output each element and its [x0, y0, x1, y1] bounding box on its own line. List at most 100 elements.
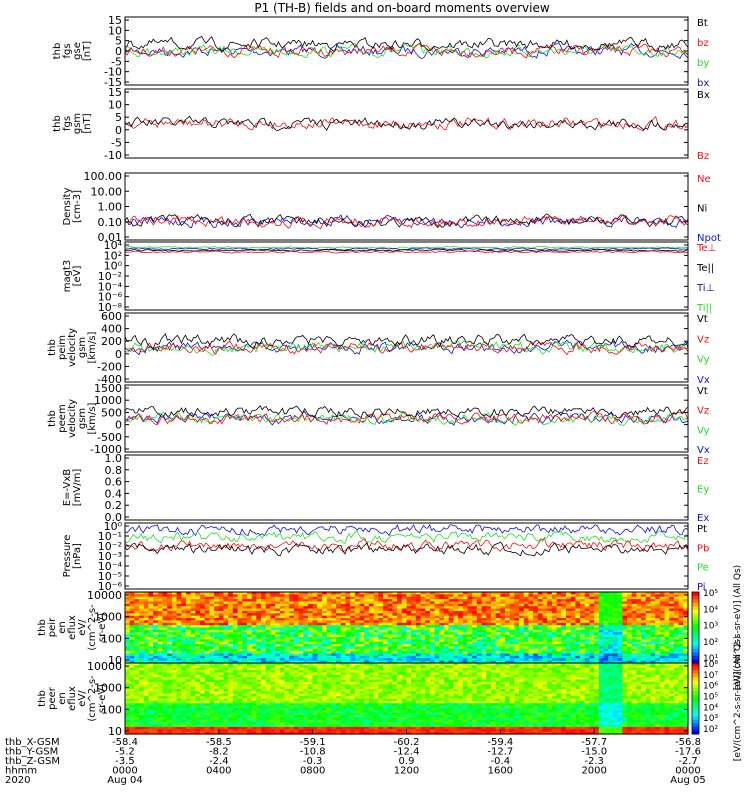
heatmap-cell — [190, 663, 196, 666]
heatmap-cell — [303, 644, 309, 648]
heatmap-cell — [195, 592, 201, 595]
heatmap-cell — [256, 660, 262, 664]
heatmap-cell — [425, 658, 431, 662]
heatmap-cell — [293, 644, 300, 648]
heatmap-cell — [401, 610, 408, 614]
heatmap-cell — [448, 594, 455, 598]
heatmap-cell — [256, 613, 262, 617]
heatmap-cell — [143, 641, 150, 645]
heatmap-cell — [218, 731, 225, 735]
heatmap-cell — [580, 625, 586, 629]
heatmap-cell — [420, 599, 426, 603]
heatmap-cell — [125, 627, 131, 631]
heatmap-cell — [157, 603, 164, 607]
heatmap-cell — [289, 672, 295, 676]
heatmap-cell — [683, 634, 689, 638]
heatmap-cell — [162, 632, 168, 636]
heatmap-cell — [505, 625, 511, 629]
heatmap-cell — [270, 663, 276, 666]
heatmap-cell — [392, 610, 398, 614]
heatmap-cell — [214, 646, 220, 650]
heatmap-cell — [134, 707, 140, 711]
heatmap-cell — [387, 629, 394, 633]
heatmap-cell — [284, 674, 290, 678]
heatmap-cell — [139, 655, 145, 659]
heatmap-cell — [481, 639, 487, 643]
heatmap-cell — [458, 651, 464, 655]
heatmap-cell — [270, 684, 276, 688]
heatmap-cell — [434, 632, 440, 636]
heatmap-cell — [322, 641, 328, 645]
heatmap-cell — [425, 592, 431, 595]
heatmap-cell — [242, 698, 248, 702]
heatmap-cell — [603, 627, 609, 631]
heatmap-cell — [204, 696, 211, 700]
heatmap-cell — [364, 644, 370, 648]
heatmap-cell — [476, 622, 483, 626]
heatmap-cell — [673, 629, 680, 633]
heatmap-cell — [645, 639, 652, 643]
heatmap-cell — [317, 622, 323, 626]
heatmap-cell — [312, 651, 318, 655]
y-tick-label: 10 — [108, 24, 122, 37]
heatmap-cell — [598, 651, 605, 655]
heatmap-cell — [125, 722, 131, 726]
heatmap-cell — [293, 646, 300, 650]
heatmap-cell — [312, 608, 318, 612]
heatmap-cell — [659, 632, 666, 636]
heatmap-cell — [176, 726, 182, 730]
heatmap-cell — [425, 601, 431, 605]
heatmap-cell — [246, 653, 253, 657]
heatmap-cell — [575, 596, 581, 600]
heatmap-cell — [350, 599, 356, 603]
heatmap-cell — [293, 703, 300, 707]
heatmap-cell — [279, 625, 286, 629]
heatmap-cell — [284, 655, 290, 659]
heatmap-cell — [486, 648, 492, 652]
heatmap-cell — [650, 655, 656, 659]
heatmap-cell — [195, 729, 201, 733]
heatmap-cell — [411, 639, 417, 643]
heatmap-cell — [350, 618, 356, 621]
heatmap-cell — [289, 689, 295, 692]
heatmap-cell — [373, 658, 379, 662]
heatmap-cell — [171, 641, 178, 645]
heatmap-cell — [551, 596, 558, 600]
heatmap-cell — [214, 663, 220, 666]
legend-Pb: Pb — [697, 543, 709, 554]
heatmap-cell — [209, 722, 215, 726]
heatmap-cell — [200, 712, 206, 716]
heatmap-cell — [458, 622, 464, 626]
heatmap-cell — [594, 655, 600, 659]
heatmap-cell — [617, 608, 623, 612]
heatmap-cell — [570, 606, 576, 610]
heatmap-cell — [265, 722, 272, 726]
heatmap-cell — [148, 629, 154, 633]
heatmap-cell — [279, 703, 286, 707]
heatmap-cell — [265, 724, 272, 728]
heatmap-cell — [125, 672, 131, 676]
heatmap-cell — [411, 599, 417, 603]
heatmap-cell — [261, 698, 267, 702]
heatmap-cell — [659, 618, 666, 621]
panel-frame — [124, 172, 689, 241]
heatmap-cell — [673, 610, 680, 614]
heatmap-cell — [481, 655, 487, 659]
heatmap-cell — [575, 629, 581, 633]
heatmap-cell — [500, 610, 506, 614]
heatmap-cell — [434, 601, 440, 605]
heatmap-cell — [134, 693, 140, 697]
heatmap-cell — [350, 596, 356, 600]
heatmap-cell — [261, 618, 267, 621]
heatmap-cell — [218, 592, 225, 595]
heatmap-cell — [331, 608, 337, 612]
heatmap-cell — [148, 698, 154, 702]
heatmap-cell — [490, 651, 497, 655]
heatmap-cell — [246, 596, 253, 600]
heatmap-cell — [537, 641, 544, 645]
heatmap-cell — [171, 618, 178, 621]
heatmap-cell — [270, 644, 276, 648]
heatmap-cell — [242, 686, 248, 690]
heatmap-cell — [397, 634, 403, 638]
heatmap-cell — [556, 592, 562, 595]
